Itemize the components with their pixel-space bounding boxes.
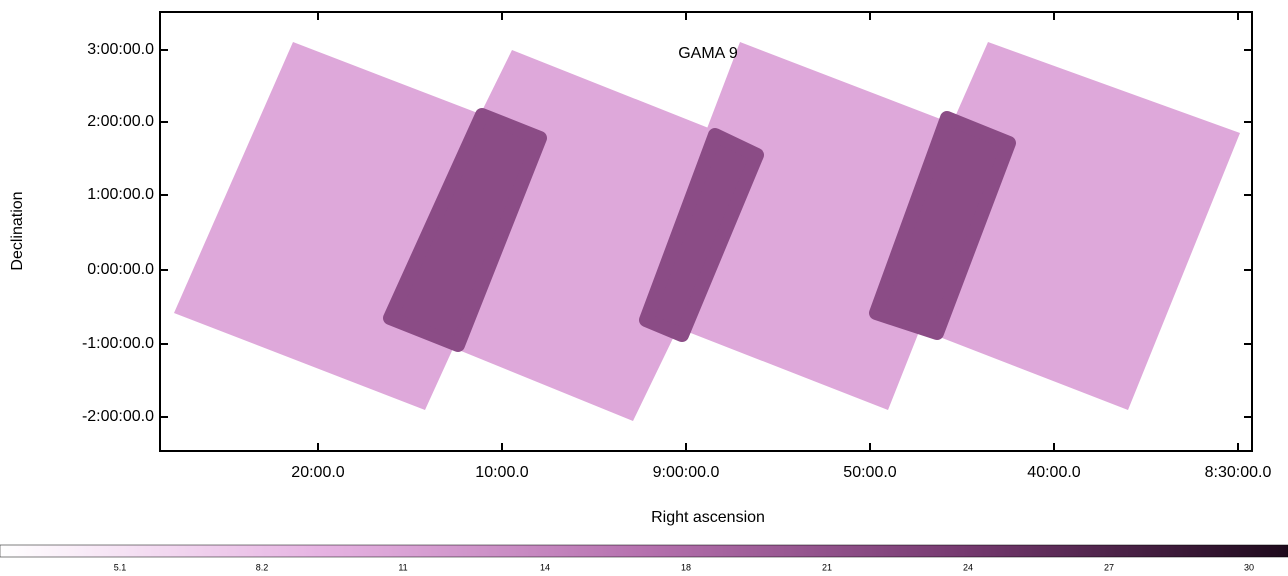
colorbar-tick-label: 5.1	[114, 562, 127, 572]
y-tick-label: -1:00:00.0	[82, 335, 154, 352]
overlaps	[383, 108, 1016, 352]
colorbar-tick-label: 24	[963, 562, 973, 572]
x-tick-label: 8:30:00.0	[1205, 464, 1272, 481]
x-tick-label: 40:00.0	[1027, 464, 1080, 481]
colorbar-tick-label: 8.2	[256, 562, 269, 572]
plot-frame	[159, 11, 1253, 452]
plot-title: GAMA 9	[678, 45, 738, 62]
x-tick-label: 50:00.0	[843, 464, 896, 481]
colorbar	[0, 544, 1288, 558]
x-tick-label: 10:00.0	[475, 464, 528, 481]
y-tick-label: -2:00:00.0	[82, 408, 154, 425]
colorbar-tick-label: 27	[1104, 562, 1114, 572]
y-axis-label: Declination	[9, 191, 26, 270]
y-tick-label: 3:00:00.0	[87, 41, 154, 58]
x-tick-label: 20:00.0	[291, 464, 344, 481]
overlap	[869, 111, 1016, 340]
overlap	[639, 128, 764, 342]
x-axis-label: Right ascension	[651, 509, 765, 526]
colorbar-tick-label: 11	[398, 562, 407, 572]
y-tick-label: 1:00:00.0	[87, 186, 154, 203]
y-tick-label: 2:00:00.0	[87, 113, 154, 130]
overlap	[383, 108, 547, 352]
colorbar-tick-label: 18	[681, 562, 691, 572]
ticks: 20:00.0 10:00.0 9:00:00.0 50:00.0 40:00.0 8:3…	[82, 12, 1272, 572]
colorbar-tick-label: 21	[822, 562, 832, 572]
colorbar-tick-label: 14	[540, 562, 550, 572]
y-tick-label: 0:00:00.0	[87, 261, 154, 278]
x-tick-label: 9:00:00.0	[653, 464, 720, 481]
colorbar-tick-label: 30	[1244, 562, 1254, 572]
